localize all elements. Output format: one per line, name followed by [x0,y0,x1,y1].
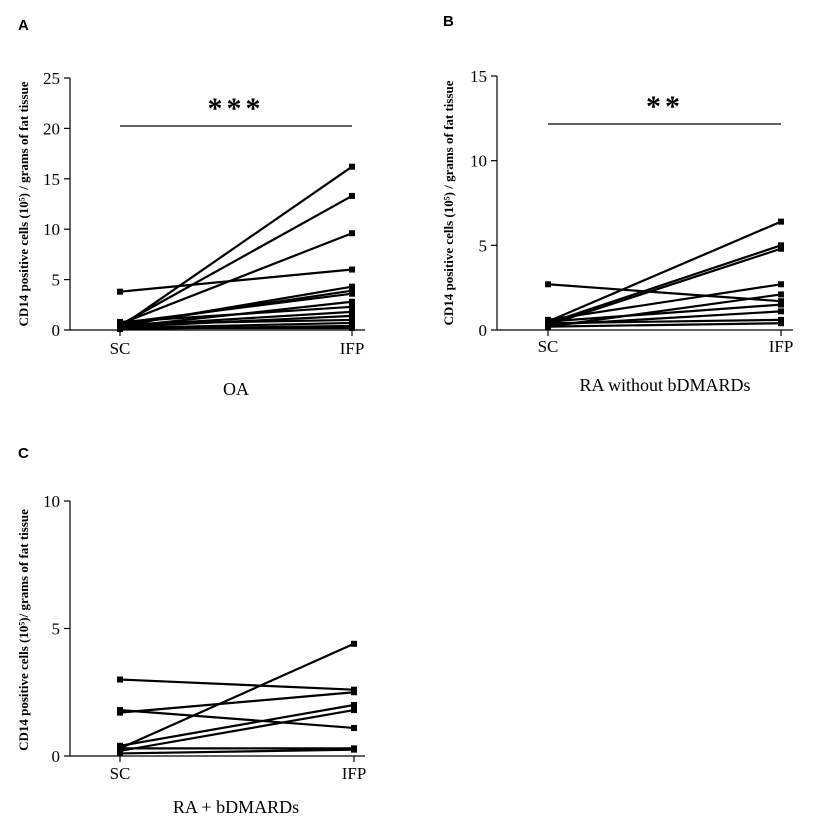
panel-c-series-4-point-ifp [351,724,357,731]
panel-a-series-line-1 [119,165,353,328]
panel-b-series-line-1 [547,220,782,323]
panel-a-series-12-point-sc [117,320,123,327]
panel-c-series-line-2 [119,678,355,691]
panel-a-y-tick-label: 25 [43,69,60,88]
panel-b-series-6-point-sc [545,281,551,288]
panel-b-x-axis-label: RA without bDMARDs [579,375,750,395]
panel-a-series-13-point-ifp [349,319,355,326]
panel-a-significance-label: *** [208,92,265,125]
panel-c-y-tick-label: 5 [52,620,61,639]
panel-c-series-line-4 [119,709,355,730]
panel-b-series-2-point-ifp [778,242,784,249]
panel-c-series-7-point-sc [117,745,123,752]
panel-a-y-tick-label: 5 [52,271,61,290]
panel-c-x-axis-label: RA + bDMARDs [173,797,299,817]
panel-b-series-line-5 [547,293,782,328]
panel-b-series-1-point-ifp [778,218,784,225]
panel-a-series-5-point-ifp [349,283,355,290]
panel-c-y-tick-label: 0 [52,747,61,766]
panel-b-series-3-point-ifp [778,245,784,252]
panel-a-series-8-point-ifp [349,298,355,305]
panel-b-series-7-point-ifp [778,301,784,308]
panel-c-series-line-3 [119,691,355,714]
panel-a-x-axis-label: OA [223,379,249,399]
panel-a-series-9-point-ifp [349,303,355,310]
panel-b-letter: B [443,13,454,30]
panel-a-y-tick-label: 20 [43,119,60,138]
panel-b-series-8-point-ifp [778,308,784,315]
panel-b-series-line-6 [547,283,782,303]
panel-c-series-line-6 [119,709,355,752]
panel-a-x-tick-label-sc: SC [110,339,131,358]
panel-b-series-line-2 [547,244,782,325]
panel-a-x-tick-label-ifp: IFP [340,339,365,358]
panel-b: B CD14 positive cells (10⁵) / grams of f… [441,13,793,395]
panel-a-y-tick-label: 0 [52,321,61,340]
panel-b-series-6-point-ifp [778,298,784,305]
panel-c: C CD14 positive cells (10⁵)/ grams of fa… [16,445,366,817]
panel-b-y-tick-label: 10 [470,152,487,171]
panel-a-series-6-point-ifp [349,287,355,294]
panel-b-y-tick-label: 5 [479,236,488,255]
panel-a-series-2-point-ifp [349,192,355,199]
panel-b-series-line-10 [547,322,782,328]
panel-c-series-3-point-ifp [351,689,357,696]
panel-c-series-4-point-sc [117,707,123,714]
panel-b-x-tick-label-sc: SC [538,337,559,356]
panel-b-y-axis-label: CD14 positive cells (10⁵) / grams of fat… [441,80,456,325]
panel-b-y-tick-label: 15 [470,67,487,86]
panel-b-significance-label: ** [646,90,684,123]
panel-a-series-line-7 [119,292,353,325]
panel-b-series-line-7 [547,303,782,323]
panel-a-series-line-4 [119,268,353,293]
panel-a-series-1-point-ifp [349,163,355,170]
panel-b-series-line-9 [547,318,782,325]
panel-c-series-line-1 [119,642,355,750]
panel-a-series-line-2 [119,194,353,326]
panel-c-x-tick-label-ifp: IFP [342,764,367,783]
panel-c-series-1-point-ifp [351,640,357,647]
panel-a-letter: A [18,17,29,34]
panel-b-series-line-3 [547,247,782,326]
panel-b-y-tick-label: 0 [479,321,488,340]
panel-b-series-4-point-ifp [778,281,784,288]
panel-a-series-3-point-ifp [349,230,355,237]
panel-c-x-tick-label-sc: SC [110,764,131,783]
panel-b-series-10-point-ifp [778,320,784,327]
panel-b-series-line-4 [547,283,782,321]
panel-c-y-tick-label: 10 [43,492,60,511]
panel-b-series-5-point-ifp [778,291,784,298]
panel-c-series-2-point-sc [117,676,123,683]
panel-b-series-10-point-sc [545,323,551,330]
panel-b-series-9-point-ifp [778,316,784,323]
panel-c-series-6-point-ifp [351,707,357,714]
panel-a-y-tick-label: 10 [43,220,60,239]
panel-a-y-tick-label: 15 [43,170,60,189]
panel-a-series-line-3 [119,232,353,325]
panel-a-series-10-point-ifp [349,308,355,315]
panel-a-series-4-point-sc [117,288,123,295]
panel-c-series-line-5 [119,703,355,747]
panel-b-x-tick-label-ifp: IFP [769,337,794,356]
panel-a-series-12-point-ifp [349,316,355,323]
panel-c-series-line-8 [119,748,355,755]
panel-a-series-15-point-ifp [349,324,355,331]
panel-a-series-line-9 [119,305,353,324]
panel-c-series-8-point-ifp [351,746,357,753]
panel-c-series-8-point-sc [117,750,123,757]
panel-a-series-11-point-ifp [349,312,355,319]
panel-a-series-15-point-sc [117,324,123,331]
panel-a-series-line-12 [119,318,353,326]
panel-a: A CD14 positive cells (10⁵) / grams of f… [16,17,365,399]
panel-b-series-9-point-sc [545,320,551,327]
panel-a-y-axis-label: CD14 positive cells (10⁵) / grams of fat… [16,81,31,326]
panel-c-letter: C [18,445,29,462]
panel-a-series-7-point-ifp [349,290,355,297]
panel-a-series-4-point-ifp [349,266,355,273]
panel-c-series-5-point-ifp [351,702,357,708]
panel-c-y-axis-label: CD14 positive cells (10⁵)/ grams of fat … [16,509,31,751]
